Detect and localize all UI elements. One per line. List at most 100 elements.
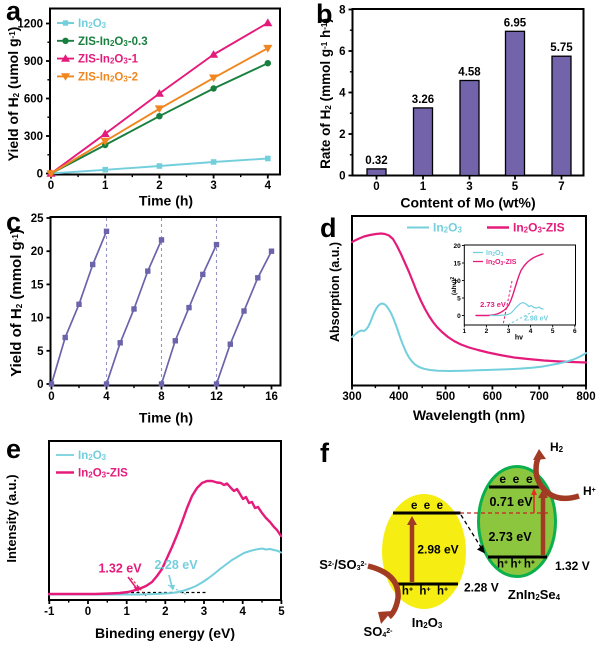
svg-text:12: 12 — [210, 391, 223, 403]
svg-text:0.32: 0.32 — [365, 155, 387, 167]
svg-text:4: 4 — [103, 391, 110, 403]
svg-text:c: c — [6, 207, 21, 237]
svg-text:Intensity (a.u.): Intensity (a.u.) — [4, 474, 19, 562]
svg-text:Yield of H2 (mmol g-1): Yield of H2 (mmol g-1) — [8, 229, 25, 377]
svg-text:400: 400 — [389, 391, 408, 403]
svg-text:1: 1 — [420, 181, 427, 193]
svg-text:Time (h): Time (h) — [139, 410, 193, 426]
svg-text:0: 0 — [457, 313, 461, 320]
svg-text:0: 0 — [48, 391, 54, 403]
svg-text:In2O3-ZIS: In2O3-ZIS — [486, 259, 517, 267]
svg-text:4: 4 — [529, 328, 533, 335]
svg-text:5: 5 — [457, 295, 461, 302]
svg-text:2: 2 — [339, 129, 345, 141]
svg-text:Time (h): Time (h) — [139, 193, 193, 209]
svg-text:In2O3-ZIS: In2O3-ZIS — [78, 468, 128, 480]
svg-text:8: 8 — [158, 391, 165, 403]
svg-text:700: 700 — [530, 391, 549, 403]
svg-text:6.95: 6.95 — [504, 17, 527, 29]
svg-text:0.71 eV: 0.71 eV — [489, 495, 533, 509]
svg-text:8: 8 — [339, 5, 346, 17]
svg-text:Content of Mo (wt%): Content of Mo (wt%) — [400, 195, 535, 211]
svg-text:3: 3 — [507, 328, 511, 335]
svg-text:16: 16 — [265, 391, 278, 403]
svg-text:d: d — [320, 213, 337, 243]
svg-text:In2O3: In2O3 — [412, 615, 443, 630]
svg-text:In2O3: In2O3 — [486, 250, 503, 258]
svg-text:5: 5 — [551, 328, 555, 335]
svg-text:Absorption (a.u.): Absorption (a.u.) — [328, 242, 342, 342]
svg-text:6: 6 — [573, 328, 577, 335]
svg-text:0: 0 — [85, 606, 91, 618]
svg-text:a: a — [6, 0, 22, 26]
svg-text:1: 1 — [462, 328, 466, 335]
svg-text:15: 15 — [31, 279, 44, 291]
svg-text:2.28 eV: 2.28 eV — [154, 558, 198, 572]
svg-text:0: 0 — [37, 379, 43, 391]
svg-text:4: 4 — [265, 180, 272, 192]
svg-text:0: 0 — [339, 171, 345, 183]
svg-text:4.58: 4.58 — [458, 67, 481, 79]
svg-text:20: 20 — [31, 246, 44, 258]
svg-text:h+ h+ h+: h+ h+ h+ — [402, 586, 448, 598]
svg-text:7: 7 — [558, 181, 564, 193]
svg-text:2: 2 — [485, 328, 489, 335]
svg-text:3: 3 — [466, 181, 472, 193]
svg-text:0: 0 — [373, 181, 379, 193]
svg-text:4: 4 — [339, 88, 346, 100]
svg-text:15: 15 — [453, 260, 461, 267]
svg-text:Wavelength (nm): Wavelength (nm) — [413, 407, 525, 423]
svg-text:5: 5 — [512, 181, 519, 193]
svg-text:3.26: 3.26 — [412, 94, 434, 106]
svg-text:5: 5 — [278, 606, 285, 618]
svg-text:3: 3 — [201, 606, 207, 618]
svg-text:f: f — [320, 438, 330, 468]
svg-text:1200: 1200 — [17, 19, 43, 31]
svg-text:5.75: 5.75 — [550, 42, 573, 54]
svg-text:e: e — [6, 434, 21, 464]
svg-text:2.98 eV: 2.98 eV — [524, 316, 548, 323]
svg-text:6: 6 — [339, 46, 345, 58]
svg-text:600: 600 — [24, 94, 43, 106]
svg-text:b: b — [316, 0, 333, 29]
svg-text:800: 800 — [576, 391, 595, 403]
svg-text:300: 300 — [24, 131, 43, 143]
svg-text:10: 10 — [453, 278, 461, 285]
svg-text:ZIS-In2O3-2: ZIS-In2O3-2 — [78, 71, 138, 83]
svg-text:1: 1 — [123, 606, 130, 618]
svg-text:2.73 eV: 2.73 eV — [480, 300, 506, 309]
svg-text:Yield of H2 (umol g-1): Yield of H2 (umol g-1) — [5, 27, 21, 162]
svg-text:3: 3 — [210, 180, 216, 192]
svg-text:10: 10 — [31, 313, 44, 325]
svg-text:500: 500 — [436, 391, 455, 403]
svg-text:h+ h+ h+: h+ h+ h+ — [497, 559, 535, 571]
svg-text:Bineding energy (eV): Bineding energy (eV) — [95, 625, 235, 641]
svg-text:e e e: e e e — [499, 472, 533, 486]
svg-text:ZnIn2Se4: ZnIn2Se4 — [508, 587, 561, 602]
svg-text:2.98 eV: 2.98 eV — [417, 543, 458, 557]
svg-text:1.32 eV: 1.32 eV — [98, 562, 142, 576]
svg-text:25: 25 — [31, 213, 44, 225]
svg-text:SO42-: SO42- — [364, 624, 394, 639]
svg-text:ZIS-In2O3-1: ZIS-In2O3-1 — [78, 54, 139, 66]
svg-text:900: 900 — [24, 56, 43, 68]
svg-text:0: 0 — [48, 180, 54, 192]
svg-text:4: 4 — [239, 606, 246, 618]
svg-text:5: 5 — [37, 346, 44, 358]
svg-text:2: 2 — [162, 606, 168, 618]
svg-text:e e e: e e e — [411, 500, 443, 512]
svg-text:2.73 eV: 2.73 eV — [488, 530, 532, 544]
svg-text:-1: -1 — [44, 606, 55, 618]
svg-text:1: 1 — [102, 180, 109, 192]
svg-text:20: 20 — [453, 243, 461, 250]
svg-text:In2O3: In2O3 — [78, 450, 107, 462]
svg-text:0: 0 — [37, 169, 43, 181]
svg-text:(ahv)2: (ahv)2 — [450, 277, 458, 296]
svg-text:2: 2 — [156, 180, 162, 192]
svg-text:2.28 V: 2.28 V — [464, 581, 499, 595]
svg-text:hv: hv — [515, 335, 523, 342]
svg-text:300: 300 — [342, 391, 361, 403]
svg-text:600: 600 — [483, 391, 502, 403]
svg-text:1.32 V: 1.32 V — [555, 559, 590, 573]
svg-text:Rate of H2 (mmol g-1 h-1): Rate of H2 (mmol g-1 h-1) — [318, 18, 333, 169]
